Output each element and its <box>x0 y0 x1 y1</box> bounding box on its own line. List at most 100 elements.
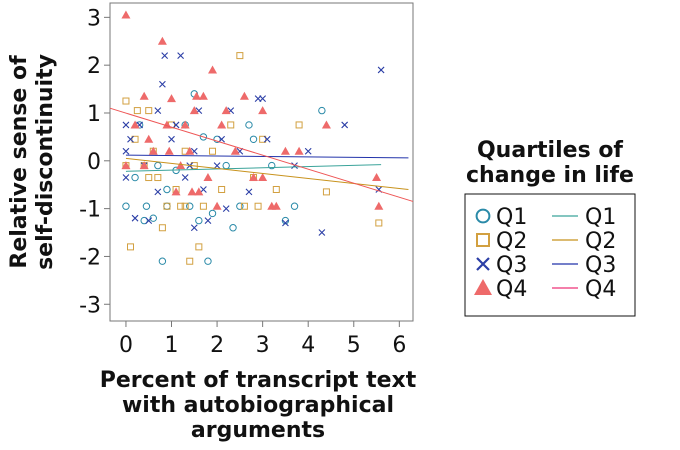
point-q4 <box>144 134 154 143</box>
point-q1 <box>186 202 194 210</box>
point-q2 <box>295 121 303 129</box>
legend-label-lines: Q4 <box>585 277 616 302</box>
point-q4 <box>372 173 382 182</box>
legend-label-lines: Q2 <box>585 229 616 254</box>
point-q2 <box>154 174 162 182</box>
point-q3 <box>282 219 289 227</box>
point-q3 <box>318 229 326 236</box>
point-q3 <box>218 135 226 143</box>
point-q3 <box>161 52 169 59</box>
point-q3 <box>172 121 180 129</box>
point-q4 <box>203 173 213 182</box>
point-q3 <box>122 174 130 181</box>
point-q2 <box>199 202 207 210</box>
point-q3 <box>154 107 162 114</box>
point-q4 <box>208 65 218 74</box>
point-q4 <box>167 94 177 103</box>
x-axis-title-line: with autobiographical <box>122 393 394 418</box>
point-q2 <box>195 243 203 251</box>
legend-marker-q2 <box>476 233 490 247</box>
point-q3 <box>131 214 139 222</box>
point-q4 <box>271 201 281 210</box>
point-q3 <box>190 224 198 232</box>
point-q3 <box>200 186 207 193</box>
point-q1 <box>268 161 276 170</box>
point-q1 <box>318 106 326 115</box>
point-q3 <box>122 121 130 129</box>
x-tick-label: 4 <box>301 333 315 358</box>
y-tick-label: 2 <box>87 54 101 79</box>
point-q3 <box>222 205 230 213</box>
legend-label-points: Q2 <box>496 229 527 254</box>
legend-marker-q4 <box>474 279 492 295</box>
legend-title-line: Quartiles of <box>477 138 623 163</box>
point-q4 <box>139 91 149 100</box>
legend-label-points: Q3 <box>496 253 527 278</box>
point-q1 <box>163 185 171 194</box>
point-q1 <box>229 224 237 232</box>
x-tick-label: 5 <box>347 333 361 358</box>
point-q2 <box>209 147 217 155</box>
x-tick-label: 0 <box>119 333 133 358</box>
point-q4 <box>130 120 140 129</box>
point-q4 <box>198 91 208 100</box>
point-q2 <box>218 185 226 193</box>
y-axis-title: Relative sense of self-discontinuity <box>7 54 58 270</box>
point-q4 <box>221 106 231 115</box>
point-q1 <box>245 121 253 129</box>
point-q2 <box>227 121 235 129</box>
point-q3 <box>213 162 221 169</box>
point-q2 <box>163 202 171 210</box>
point-q3 <box>145 217 153 224</box>
point-q4 <box>157 36 167 45</box>
point-q4 <box>187 187 197 196</box>
point-q4 <box>189 106 199 115</box>
point-q1 <box>142 202 151 210</box>
y-tick-label: 1 <box>87 102 101 127</box>
y-tick-label: 3 <box>87 6 101 31</box>
point-q2 <box>145 174 153 182</box>
point-q2 <box>240 202 248 210</box>
point-q4 <box>194 187 204 196</box>
point-q2 <box>127 243 135 251</box>
point-q4 <box>139 161 149 170</box>
point-q2 <box>122 97 130 105</box>
legend-label-lines: Q3 <box>585 253 616 278</box>
legend-label-lines: Q1 <box>585 205 616 230</box>
point-q2 <box>145 107 153 115</box>
point-q2 <box>177 202 185 210</box>
series-q2 <box>122 52 383 265</box>
point-q3 <box>291 162 298 169</box>
point-q3 <box>377 66 385 74</box>
point-q2 <box>375 219 383 227</box>
point-q3 <box>154 188 162 196</box>
x-tick-label: 1 <box>165 333 179 358</box>
plot-area: 0 1 2 3 4 5 6 -3 -2 -1 0 1 2 3 <box>79 2 414 358</box>
point-q1 <box>204 257 212 265</box>
point-q3 <box>122 147 130 155</box>
point-q4 <box>176 161 186 170</box>
point-q2 <box>186 257 194 265</box>
point-q1 <box>131 173 139 182</box>
point-q2 <box>131 135 139 143</box>
point-q3 <box>341 121 349 129</box>
point-q1 <box>122 202 130 210</box>
point-q2 <box>272 185 280 193</box>
x-axis-title-line: Percent of transcript text <box>100 368 417 393</box>
point-q3 <box>259 95 267 103</box>
point-q4 <box>258 106 268 115</box>
legend-box <box>464 193 636 317</box>
trend-line-q4 <box>109 107 414 202</box>
point-q3 <box>177 52 185 59</box>
point-q3 <box>245 188 253 196</box>
point-q4 <box>148 146 158 155</box>
y-tick-label: -1 <box>79 198 101 223</box>
legend-label-points: Q4 <box>496 277 527 302</box>
point-q4 <box>321 120 331 129</box>
point-q3 <box>181 174 189 181</box>
point-q4 <box>294 146 304 155</box>
